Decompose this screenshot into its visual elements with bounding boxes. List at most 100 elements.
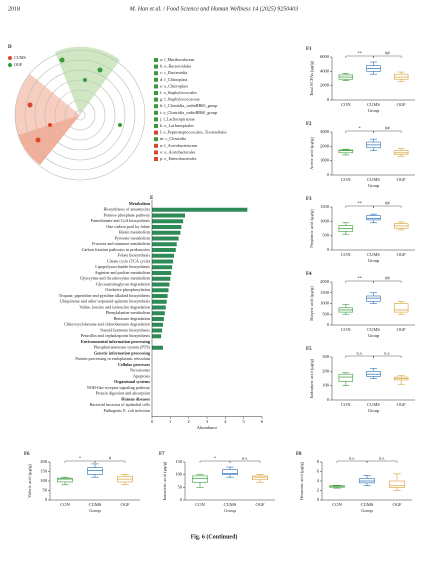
x-axis-title: Group bbox=[224, 508, 236, 513]
y-tick-label: 2 bbox=[317, 488, 319, 493]
group-label: Human diseases bbox=[121, 396, 150, 401]
category-label: Pyruvate metabolism bbox=[115, 235, 151, 240]
panel-title: F5 bbox=[306, 347, 312, 352]
box bbox=[366, 215, 381, 221]
y-axis-title: Total SCFAs (μg/g) bbox=[309, 60, 314, 96]
node bbox=[27, 102, 33, 108]
box bbox=[338, 149, 354, 154]
y-tick-label: 1500 bbox=[320, 290, 330, 295]
x-tick-label: OGF bbox=[397, 102, 406, 107]
sig-label: ## bbox=[385, 51, 390, 56]
bar bbox=[152, 317, 164, 321]
ring bbox=[44, 79, 116, 151]
y-tick-label: 300 bbox=[322, 354, 330, 359]
y-tick-label: 2000 bbox=[320, 279, 330, 284]
panel-title: F2 bbox=[306, 122, 312, 127]
y-axis-title: Valeric acid (μg/g) bbox=[27, 464, 32, 498]
sig-label: n.s. bbox=[384, 351, 390, 356]
y-tick-label: 150 bbox=[175, 459, 183, 464]
sig-label: n.s. bbox=[357, 351, 363, 356]
x-axis-title: Group bbox=[361, 508, 373, 513]
bar bbox=[152, 345, 163, 350]
ring bbox=[24, 59, 136, 171]
category-label: Glycosaminoglycan degradation bbox=[96, 281, 151, 286]
x-tick-label: OGF bbox=[397, 252, 406, 257]
bar bbox=[152, 236, 179, 241]
legend-label: f: o_Staphylococcales bbox=[160, 90, 197, 95]
ring bbox=[74, 109, 86, 121]
bar bbox=[152, 225, 182, 229]
sig-label: ** bbox=[357, 51, 362, 56]
sig-bracket bbox=[373, 280, 402, 283]
x-tick-label: CUMS bbox=[367, 102, 380, 107]
sig-bracket bbox=[345, 355, 374, 358]
x-tick-label: CON bbox=[341, 252, 351, 257]
legend-swatch bbox=[154, 84, 158, 89]
y-tick-label: 0 bbox=[45, 497, 48, 502]
category-label: Phosphotransferase system (PTS) bbox=[94, 345, 151, 350]
panel-label: D bbox=[8, 45, 12, 50]
box bbox=[222, 469, 238, 475]
y-tick-label: 6 bbox=[317, 469, 320, 474]
x-tick-label: CUMS bbox=[367, 177, 380, 182]
ring bbox=[34, 69, 126, 161]
sig-bracket bbox=[345, 55, 374, 58]
y-tick-label: 2000 bbox=[320, 143, 330, 148]
x-tick-label: CON bbox=[60, 502, 70, 507]
ring bbox=[64, 99, 96, 131]
y-tick-label: 100 bbox=[175, 472, 183, 477]
category-label: Lipopolysaccharide biosynthesis bbox=[95, 264, 150, 269]
category-label: Fructose and mannose metabolism bbox=[92, 241, 151, 246]
legend-swatch bbox=[154, 71, 158, 76]
legend-swatch bbox=[154, 117, 158, 122]
category-label: Pentose phosphate pathway bbox=[104, 212, 151, 217]
x-tick-label: 2 bbox=[188, 419, 190, 424]
bar bbox=[152, 219, 184, 224]
sig-label: ## bbox=[385, 201, 390, 206]
x-tick-label: CON bbox=[341, 402, 351, 407]
x-tick-label: CUMS bbox=[361, 502, 374, 507]
bar bbox=[152, 305, 166, 310]
y-tick-label: 200 bbox=[322, 368, 330, 373]
sig-label: ** bbox=[357, 276, 362, 281]
node bbox=[48, 123, 52, 127]
panel-title: F8 bbox=[296, 452, 302, 457]
page-number: 2018 bbox=[8, 6, 20, 12]
y-tick-label: 1500 bbox=[320, 204, 330, 209]
x-tick-label: OGF bbox=[397, 402, 406, 407]
bar bbox=[152, 282, 170, 287]
y-axis-title: Propionic acid (μg/g) bbox=[309, 209, 314, 248]
x-tick-label: 5 bbox=[243, 419, 246, 424]
running-head: M. Han et al. / Food Science and Human W… bbox=[129, 5, 298, 12]
sig-bracket bbox=[373, 205, 402, 208]
sig-label: ## bbox=[385, 276, 390, 281]
box bbox=[366, 295, 381, 302]
legend-swatch bbox=[154, 143, 158, 148]
y-axis-title: Isovaleric acid (μg/g) bbox=[162, 461, 167, 500]
node bbox=[59, 57, 65, 63]
cladogram bbox=[14, 46, 146, 181]
node bbox=[97, 67, 103, 73]
panel-title: F4 bbox=[306, 272, 312, 277]
category-label: Apoptosis bbox=[133, 373, 150, 378]
y-tick-label: 2000 bbox=[320, 83, 330, 88]
x-axis-title: Abundance bbox=[197, 425, 218, 430]
bar bbox=[152, 328, 163, 333]
sig-bracket bbox=[199, 460, 231, 463]
x-tick-label: CUMS bbox=[224, 502, 237, 507]
category-label: Bacterial invasion of epithelial cells bbox=[90, 402, 151, 407]
bar bbox=[152, 311, 165, 316]
bar bbox=[152, 276, 171, 281]
legend-label: p: o_Enterobacterales bbox=[160, 156, 197, 161]
category-label: Tropane, piperidine and pyridine alkaloi… bbox=[59, 293, 151, 299]
node bbox=[35, 137, 41, 143]
legend-swatch bbox=[154, 124, 158, 128]
legend-label: CUMS bbox=[14, 55, 27, 60]
category-label: Peroxisome bbox=[130, 368, 150, 373]
legend-label: j: f_Lachnospiraceae bbox=[159, 116, 195, 121]
ring bbox=[54, 89, 106, 141]
box bbox=[57, 477, 73, 483]
y-tick-label: 50 bbox=[43, 488, 48, 493]
sig-label: ** bbox=[357, 201, 362, 206]
